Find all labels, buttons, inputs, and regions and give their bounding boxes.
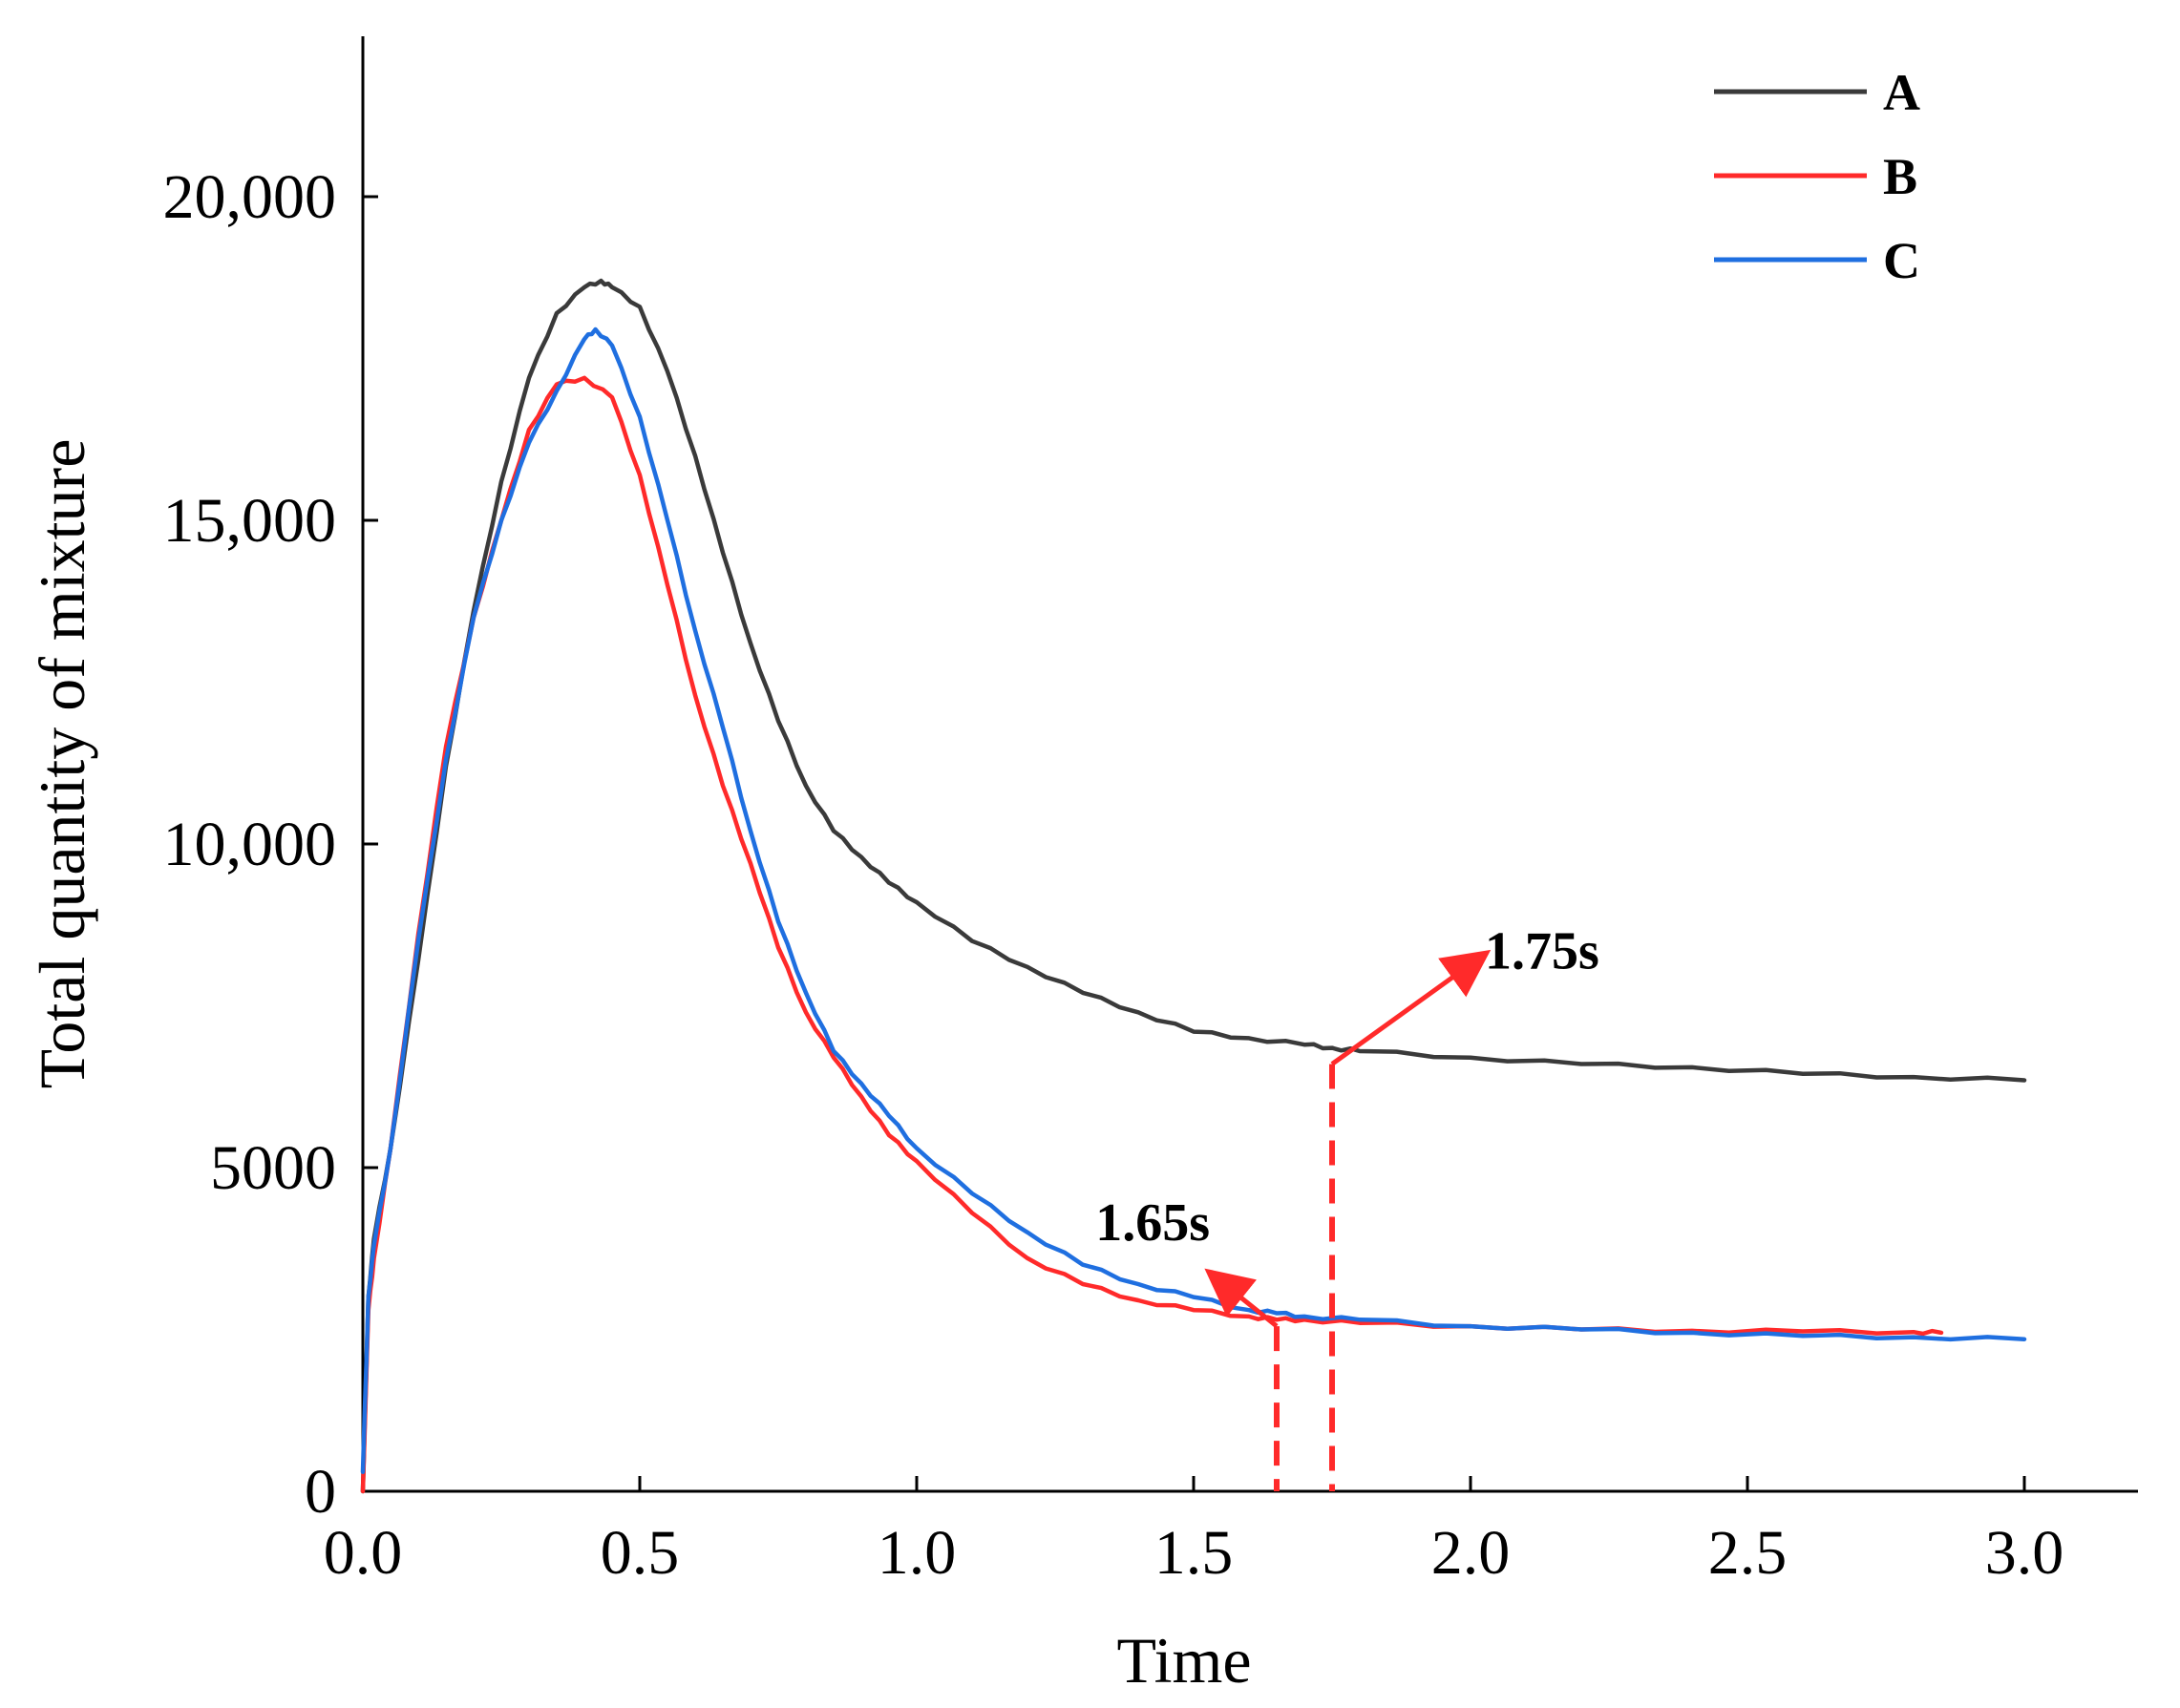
legend: ABC — [1714, 64, 1920, 289]
axes-group — [361, 36, 2138, 1493]
arrow-1-75 — [1330, 949, 1492, 1066]
arrow-1-65 — [1204, 1268, 1279, 1329]
x-tick-label: 1.5 — [1154, 1518, 1234, 1588]
x-axis-title: Time — [1116, 1624, 1251, 1697]
y-ticks-group: 0 5000 10,000 15,000 20,000 — [163, 162, 378, 1527]
y-tick-label: 5000 — [210, 1133, 336, 1203]
y-tick-label: 10,000 — [163, 810, 337, 879]
x-tick-label: 0.5 — [601, 1518, 680, 1588]
x-ticks-group: 0.0 0.5 1.0 1.5 2.0 2.5 3.0 — [324, 1476, 2064, 1588]
x-tick-label: 1.0 — [878, 1518, 957, 1588]
x-tick-label: 2.5 — [1708, 1518, 1788, 1588]
x-tick-label: 3.0 — [1985, 1518, 2064, 1588]
series-line-c — [360, 327, 2027, 1474]
series-line-b — [360, 375, 1944, 1494]
x-tick-label: 2.0 — [1431, 1518, 1511, 1588]
y-tick-label: 20,000 — [163, 162, 337, 232]
legend-label-b: B — [1883, 148, 1917, 205]
y-axis-title: Total quantity of mixture — [26, 439, 98, 1089]
y-tick-label: 0 — [305, 1457, 336, 1527]
annotation-label-1-65: 1.65s — [1095, 1193, 1210, 1253]
y-tick-label: 15,000 — [163, 486, 337, 556]
legend-label-c: C — [1883, 232, 1920, 289]
annotations-group: 1.65s 1.75s — [1095, 922, 1599, 1491]
legend-label-a: A — [1883, 64, 1920, 121]
series-group — [360, 278, 2027, 1494]
x-tick-label: 0.0 — [324, 1518, 403, 1588]
annotation-label-1-75: 1.75s — [1485, 922, 1599, 981]
